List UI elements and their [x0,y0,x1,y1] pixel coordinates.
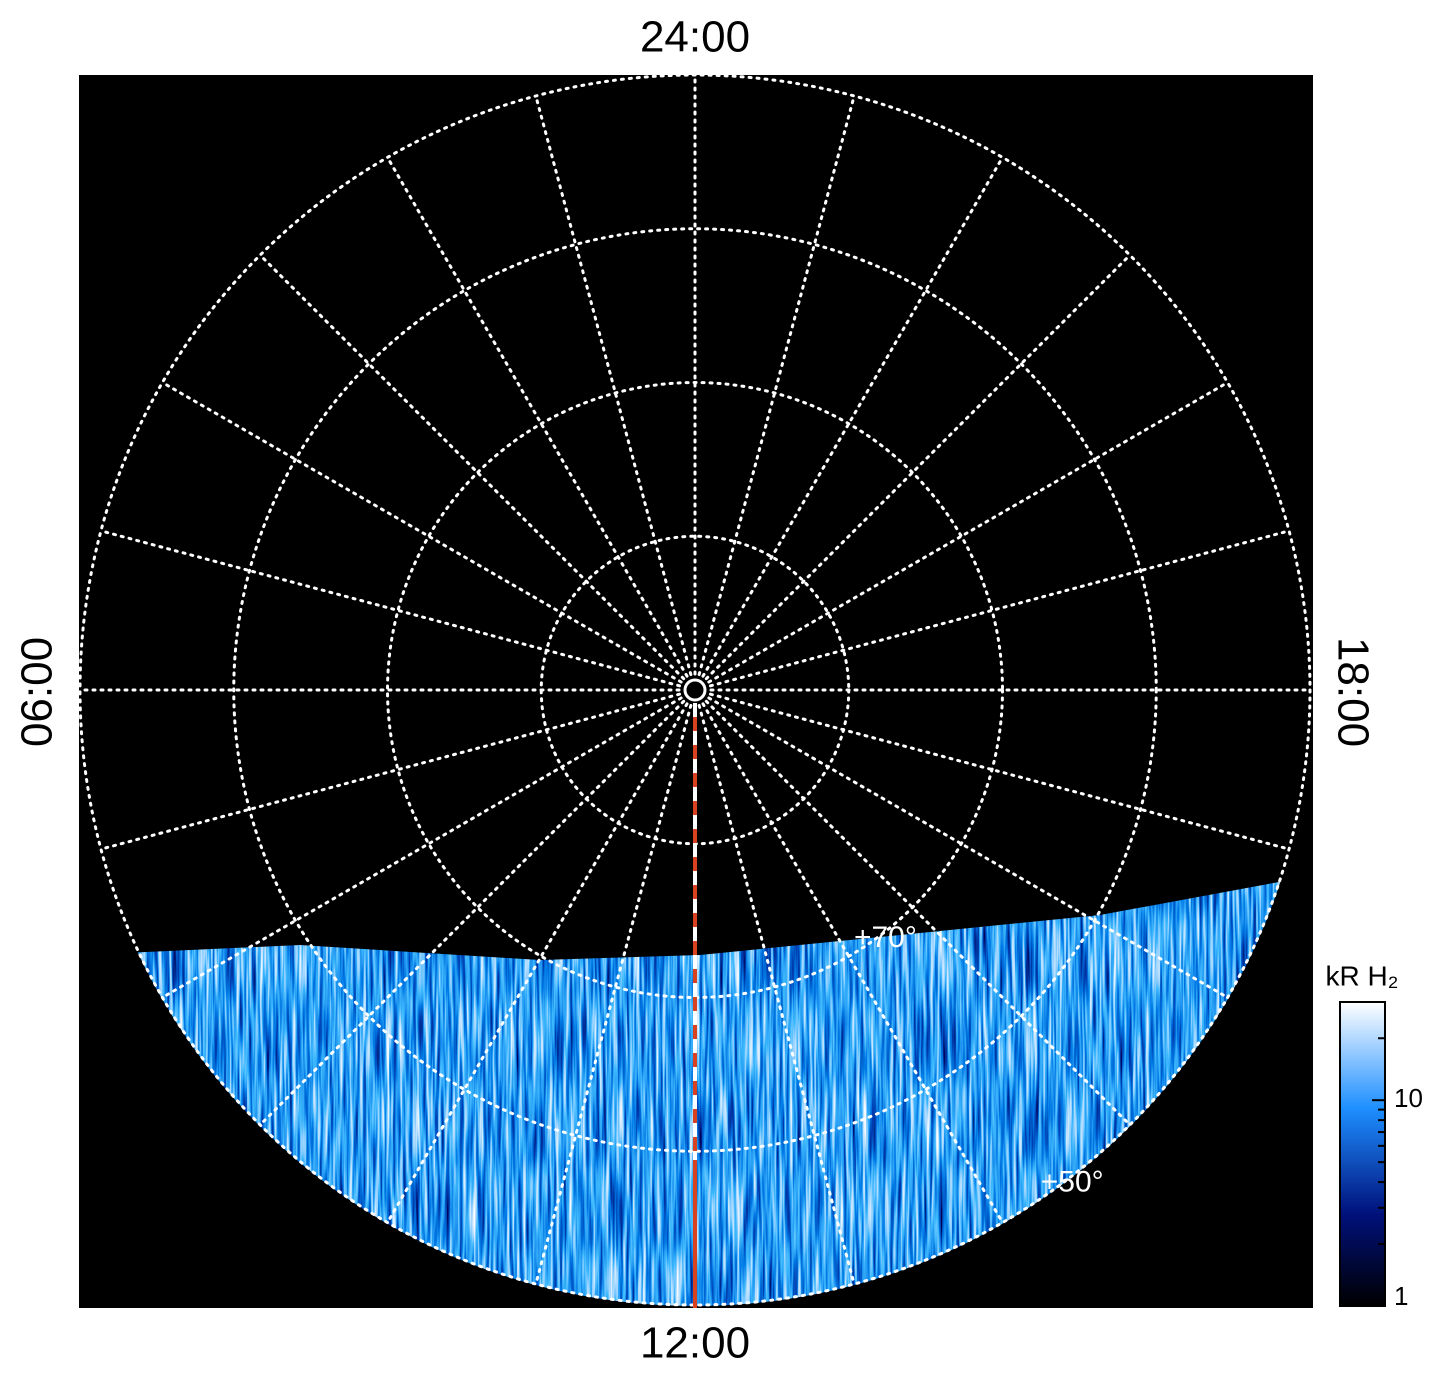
latitude-label: +50° [1041,1165,1104,1198]
colorbar-tick-label: 10 [1394,1083,1423,1113]
meridian [708,692,1291,851]
meridian [704,699,1132,1127]
lt-label: 24:00 [640,13,750,62]
meridian [386,702,689,1225]
latitude-circle [78,73,1312,1307]
meridian [697,703,856,1286]
meridian [99,529,682,688]
meridian [99,692,682,851]
lt-label: 06:00 [13,637,62,747]
latitude-circle [232,227,1158,1153]
meridian [708,529,1291,688]
colorbar [1339,1001,1386,1307]
meridian [534,703,693,1286]
meridian [704,253,1132,681]
colorbar-tick-label: 1 [1394,1281,1408,1311]
pole-marker [683,678,707,702]
meridian [697,94,856,677]
meridian [160,696,683,999]
meridian [258,699,686,1127]
colorbar-title: kR H₂ [1325,960,1398,991]
meridian [258,253,686,681]
meridian [707,381,1230,684]
lt-label: 18:00 [1328,637,1377,747]
meridian [701,155,1004,678]
lt-label: 12:00 [640,1319,750,1368]
meridian [160,381,683,684]
meridian [534,94,693,677]
meridian [707,696,1230,999]
meridian [386,155,689,678]
latitude-label: +70° [854,921,917,954]
meridian [701,702,1004,1225]
